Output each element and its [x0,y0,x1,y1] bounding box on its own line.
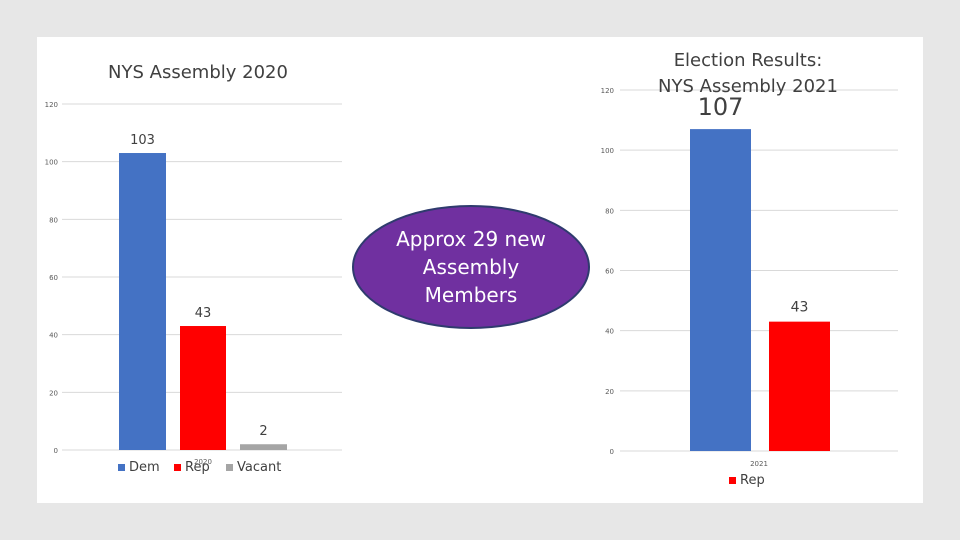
y-tick-label: 80 [49,216,58,224]
bar-rep [180,326,226,450]
data-label: 2 [259,424,267,439]
y-tick-label: 100 [45,159,58,167]
legend-swatch [729,477,736,484]
legend-label: Vacant [237,460,281,475]
data-label: 43 [195,306,212,321]
y-tick-label: 0 [54,447,58,455]
y-tick-label: 40 [605,328,614,336]
bar-dem [119,153,166,450]
legend-swatch [174,464,181,471]
chart-assembly-2021: 0 20 40 60 80 100 120 Election Results: NYS Asse… [601,50,898,488]
y-tick-label: 120 [601,87,614,95]
y-tick-label: 60 [49,274,58,282]
bar-vacant [240,444,287,450]
data-label: 107 [698,93,744,121]
chart-title: NYS Assembly 2020 [108,62,288,83]
y-tick-label: 60 [605,268,614,276]
chart-title: Election Results: [674,50,823,71]
chart-title: NYS Assembly 2021 [658,76,838,97]
callout-ellipse [352,205,590,329]
y-tick-label: 20 [605,388,614,396]
y-tick-label: 0 [610,448,614,456]
y-tick-label: 80 [605,207,614,215]
legend-label: Rep [740,473,765,488]
y-tick-label: 40 [49,332,58,340]
x-category-label: 2020 [194,458,212,466]
x-category-label: 2021 [750,460,768,468]
bar-series-1 [690,129,751,451]
y-tick-label: 100 [601,147,614,155]
legend-swatch [226,464,233,471]
legend-label: Dem [129,460,160,475]
y-tick-label: 120 [45,101,58,109]
chart-assembly-2020: 0 20 40 60 80 100 120 NYS Assembly 2020 103 43 2 20… [45,62,342,475]
data-label: 43 [791,300,809,316]
y-tick-label: 20 [49,389,58,397]
bar-rep [769,321,830,451]
legend-swatch [118,464,125,471]
data-label: 103 [130,133,155,148]
legend-label: Rep [185,460,210,475]
